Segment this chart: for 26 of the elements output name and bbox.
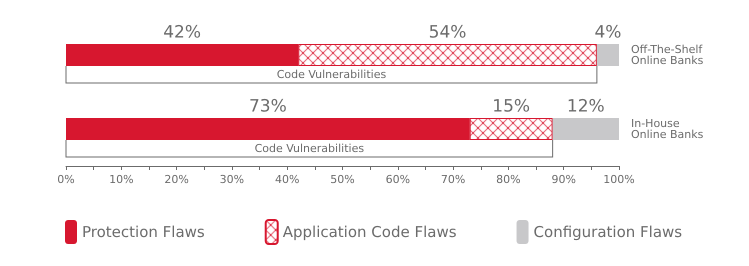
x-tick-label: 50% (330, 173, 355, 186)
legend-label: Configuration Flaws (534, 223, 682, 241)
data-label: 15% (492, 96, 530, 116)
x-tick-label: 20% (164, 173, 189, 186)
x-tick-label: 100% (603, 173, 635, 186)
data-label: 12% (566, 96, 605, 116)
x-tick-label: 70% (440, 173, 466, 186)
data-label: 73% (248, 96, 287, 116)
x-tick-label: 60% (386, 173, 410, 186)
data-label: 54% (428, 22, 466, 42)
data-label: 4% (594, 22, 622, 42)
x-tick-label: 0% (57, 173, 75, 186)
legend-label: Application Code Flaws (282, 223, 457, 241)
y-tick-label: In-House Online Banks (631, 117, 704, 141)
data-label: 42% (163, 22, 202, 42)
annotation: Code Vulnerabilities (276, 68, 386, 81)
annotation: Code Vulnerabilities (254, 142, 364, 155)
x-tick-label: 10% (109, 173, 134, 186)
bar (596, 44, 619, 66)
y-tick-label: Off-The-Shelf Online Banks (631, 43, 706, 67)
x-tick-label: 40% (274, 173, 300, 186)
legend-label: Protection Flaws (82, 223, 205, 241)
bar (552, 118, 619, 140)
x-tick-label: 30% (220, 173, 244, 186)
x-tick-label: 90% (551, 173, 576, 186)
x-tick-label: 80% (496, 173, 521, 186)
